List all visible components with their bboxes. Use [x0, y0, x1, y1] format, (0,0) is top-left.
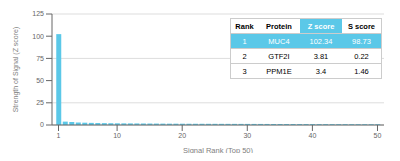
svg-text:20: 20 [178, 132, 186, 139]
html-text:98.73: 98.73 [352, 36, 371, 46]
svg-text:40: 40 [308, 132, 316, 139]
html-text:Rank: Rank [235, 21, 254, 31]
html-text:PPM1E: PPM1E [266, 66, 292, 76]
svg-text:Strength of Signal (Z score): Strength of Signal (Z score) [12, 27, 20, 113]
html-text:0.22: 0.22 [354, 51, 369, 61]
html-text:1: 1 [242, 36, 247, 46]
svg-text:50: 50 [374, 132, 382, 139]
svg-text:125: 125 [32, 10, 44, 17]
html-text:1.46: 1.46 [354, 66, 369, 76]
html-text:GTF2I: GTF2I [268, 51, 290, 61]
html-text:MUC4: MUC4 [268, 36, 290, 46]
html-text:S score: S score [347, 21, 375, 31]
html-text:102.34: 102.34 [309, 36, 333, 46]
svg-text:30: 30 [243, 132, 251, 139]
svg-text:75: 75 [36, 55, 44, 62]
html-text:3.4: 3.4 [315, 66, 327, 76]
html-text:Protein: Protein [266, 21, 292, 31]
svg-text:1: 1 [57, 132, 61, 139]
svg-text:50: 50 [36, 77, 44, 84]
svg-text:100: 100 [32, 33, 44, 40]
html-text:2: 2 [242, 51, 247, 61]
html-text:3.81: 3.81 [313, 51, 329, 61]
svg-text:Signal Rank (Top 50): Signal Rank (Top 50) [183, 146, 254, 153]
svg-text:25: 25 [36, 99, 44, 106]
html-text:3: 3 [242, 66, 247, 76]
svg-text:10: 10 [113, 132, 121, 139]
svg-text:0: 0 [40, 121, 44, 128]
html-text:Z score: Z score [307, 21, 335, 31]
